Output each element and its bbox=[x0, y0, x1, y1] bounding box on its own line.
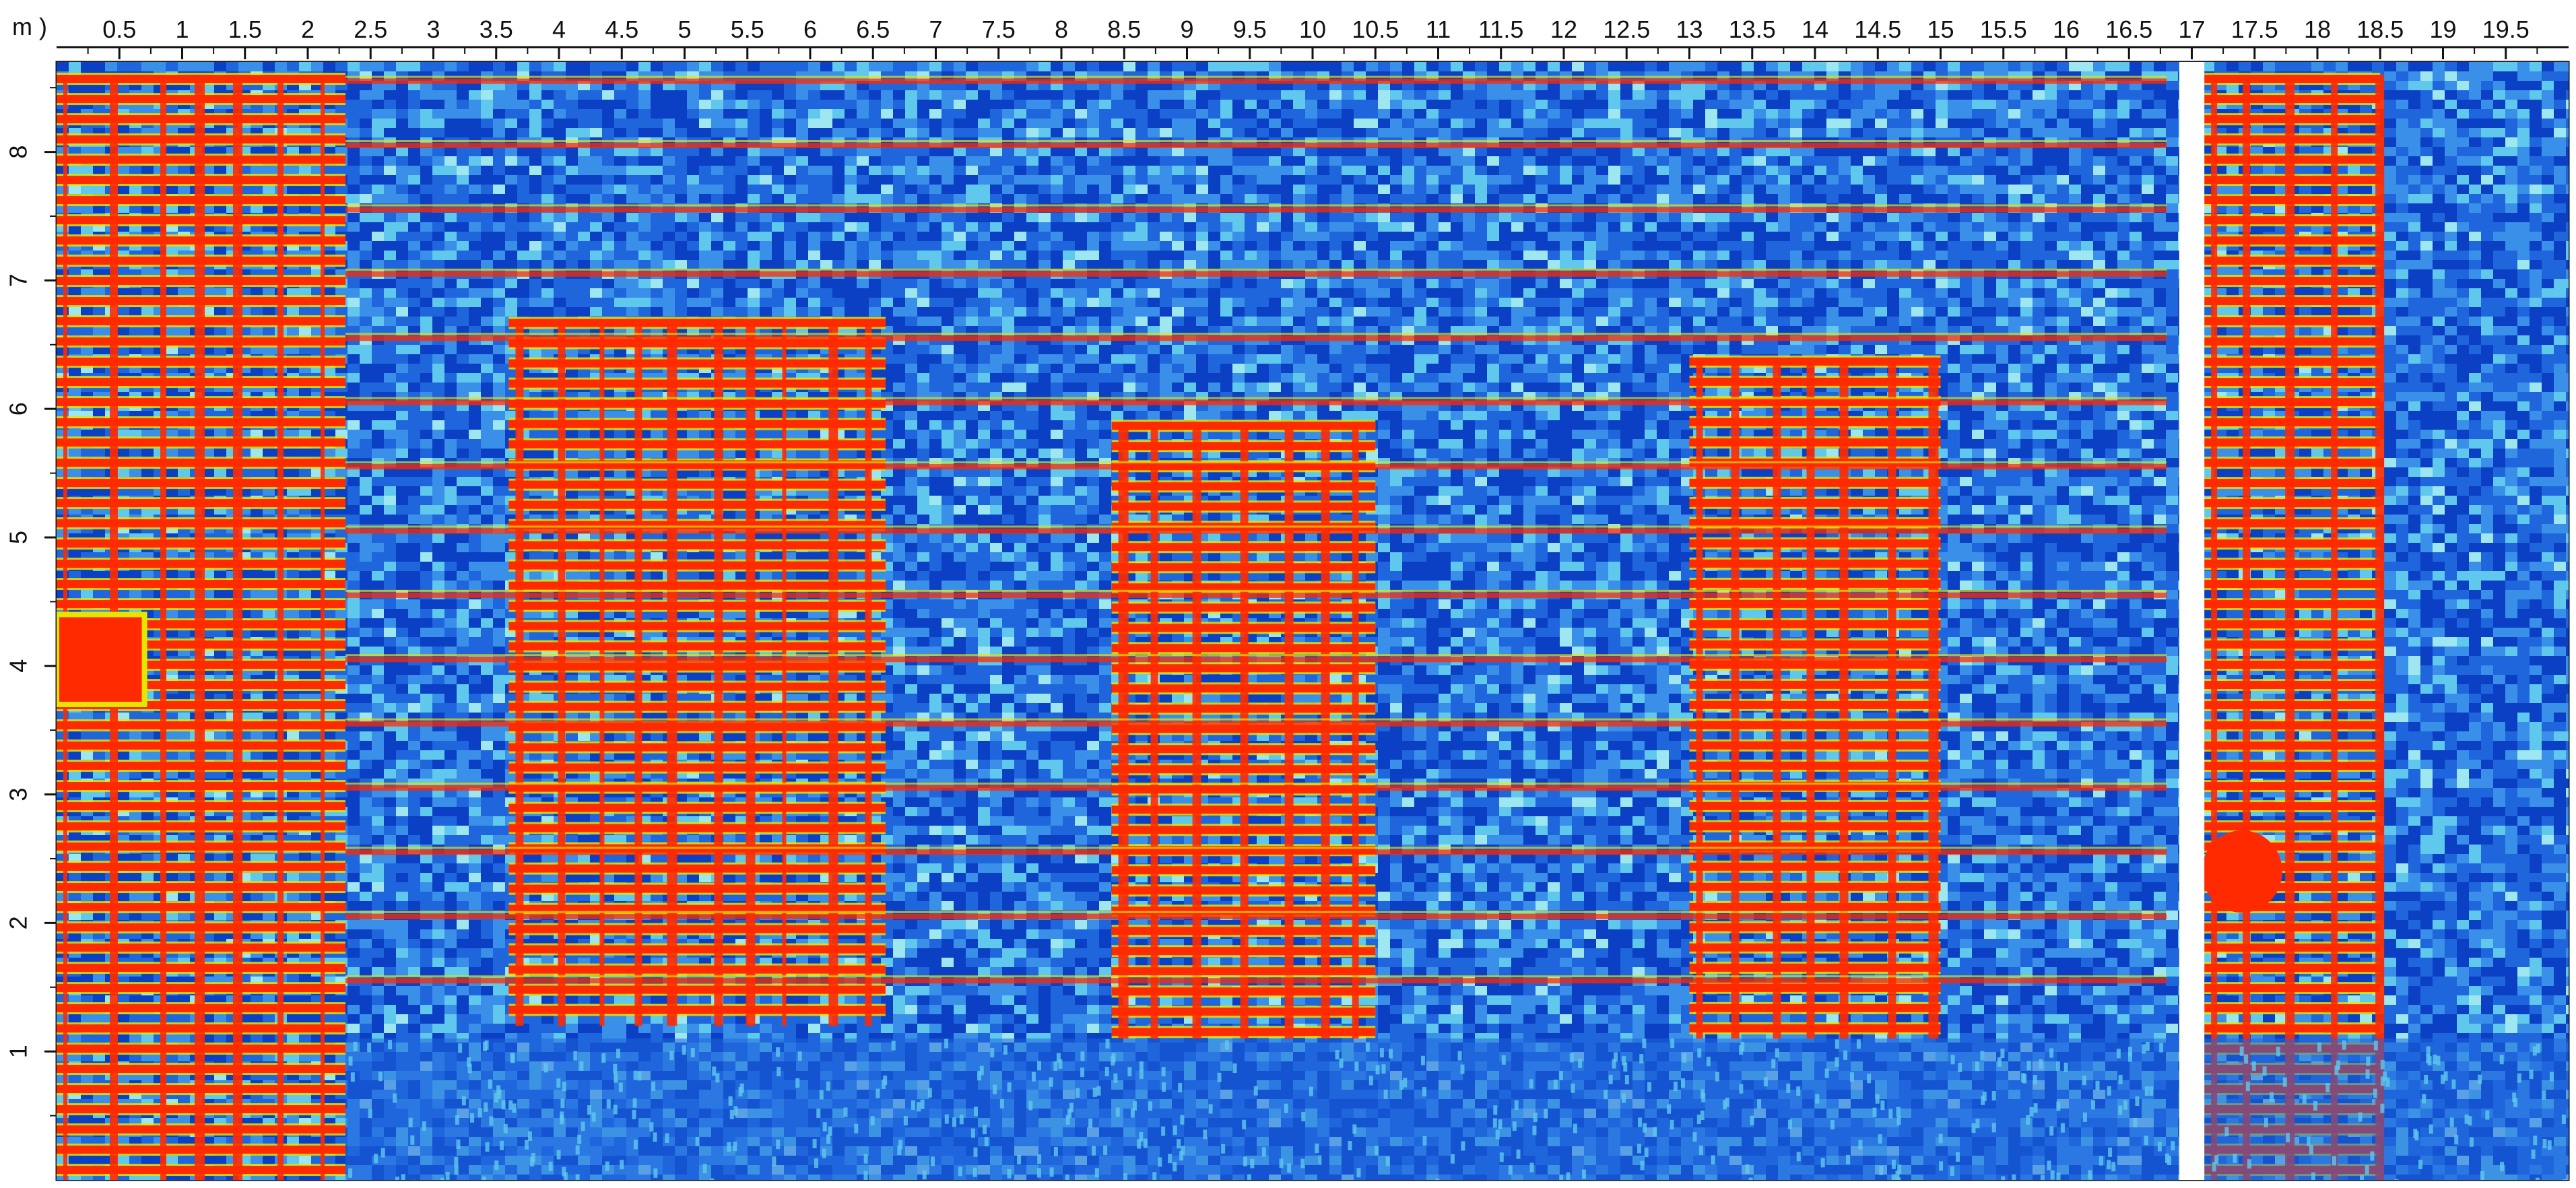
x-axis: 0.5 1 1.5 2 2.5 3 3.5 4 4.5 5 5.5 6 6.5 7 7.5 8 8.5 9 9.5 1… bbox=[57, 15, 2569, 59]
x-tick-label: 16.5 bbox=[2105, 15, 2152, 43]
x-tick-label: 19 bbox=[2429, 15, 2456, 43]
x-tick-label: 12.5 bbox=[1603, 15, 1650, 43]
x-tick-label: 8.5 bbox=[1107, 15, 1141, 43]
x-tick-label: 7.5 bbox=[982, 15, 1016, 43]
axis-origin-mark: ) bbox=[39, 13, 47, 40]
x-tick-label: 12 bbox=[1550, 15, 1577, 43]
y-tick-label: 4 bbox=[5, 659, 32, 673]
x-tick-label: 18.5 bbox=[2356, 15, 2404, 43]
x-tick-label: 14 bbox=[1802, 15, 1828, 43]
x-tick-label: 14.5 bbox=[1854, 15, 1901, 43]
x-tick-label: 4.5 bbox=[605, 15, 638, 43]
x-tick-label: 5.5 bbox=[731, 15, 764, 43]
no-data-gap bbox=[2179, 62, 2205, 1180]
y-tick-label: 3 bbox=[5, 788, 32, 801]
x-tick-label: 2 bbox=[301, 15, 315, 43]
x-tick-label: 4 bbox=[552, 15, 566, 43]
anomaly-circle bbox=[2202, 830, 2282, 913]
x-tick-label: 6.5 bbox=[856, 15, 890, 43]
y-tick-label: 6 bbox=[5, 402, 32, 416]
heatmap-cells bbox=[57, 62, 2569, 1180]
x-tick-label: 3 bbox=[426, 15, 440, 43]
x-tick-label: 0.5 bbox=[102, 15, 136, 43]
y-tick-label: 1 bbox=[5, 1045, 32, 1058]
y-axis: 1 2 3 4 5 6 7 8 bbox=[5, 87, 57, 1117]
y-tick-label: 7 bbox=[5, 273, 32, 287]
x-tick-label: 15.5 bbox=[1980, 15, 2027, 43]
y-tick-label: 5 bbox=[5, 531, 32, 544]
x-tick-label: 19.5 bbox=[2482, 15, 2530, 43]
x-tick-label: 18 bbox=[2304, 15, 2331, 43]
x-tick-label: 16 bbox=[2053, 15, 2080, 43]
x-tick-label: 9 bbox=[1180, 15, 1193, 43]
x-tick-label: 8 bbox=[1055, 15, 1068, 43]
x-tick-label: 5 bbox=[678, 15, 691, 43]
anomaly-rect bbox=[57, 612, 147, 708]
x-tick-label: 13 bbox=[1676, 15, 1703, 43]
x-tick-label: 15 bbox=[1927, 15, 1954, 43]
x-tick-label: 3.5 bbox=[480, 15, 513, 43]
x-tick-label: 1 bbox=[175, 15, 189, 43]
x-tick-label: 7 bbox=[929, 15, 942, 43]
heatmap-features bbox=[57, 612, 2282, 913]
x-tick-label: 17.5 bbox=[2231, 15, 2278, 43]
x-tick-label: 17 bbox=[2178, 15, 2205, 43]
x-tick-label: 6 bbox=[803, 15, 817, 43]
x-tick-label: 10 bbox=[1299, 15, 1326, 43]
x-tick-label: 10.5 bbox=[1352, 15, 1399, 43]
x-tick-label: 11.5 bbox=[1478, 15, 1523, 43]
axis-unit-label: m bbox=[12, 13, 32, 40]
x-tick-label: 2.5 bbox=[354, 15, 387, 43]
x-tick-label: 9.5 bbox=[1233, 15, 1267, 43]
x-tick-label: 1.5 bbox=[228, 15, 262, 43]
y-tick-label: 2 bbox=[5, 916, 32, 929]
x-tick-label: 13.5 bbox=[1729, 15, 1776, 43]
y-tick-label: 8 bbox=[5, 145, 32, 159]
x-tick-label: 11 bbox=[1426, 15, 1451, 43]
